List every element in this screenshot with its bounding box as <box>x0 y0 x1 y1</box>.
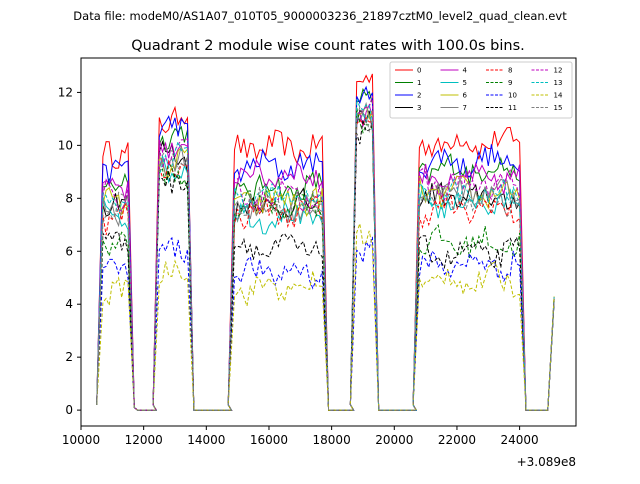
series-line-12 <box>96 95 555 411</box>
legend-label-7: 7 <box>463 104 467 112</box>
x-axis-ticks: 10000 12000 14000 16000 18000 20000 22000 24000 <box>62 426 539 447</box>
x-tick-label: 22000 <box>438 433 476 447</box>
series-line-2 <box>96 85 555 411</box>
chart-title: Quadrant 2 module wise count rates with … <box>131 38 525 54</box>
x-tick-label: 18000 <box>313 433 351 447</box>
legend-label-0: 0 <box>417 67 421 75</box>
legend-label-14: 14 <box>554 92 563 100</box>
legend-label-3: 3 <box>417 104 421 112</box>
legend-label-1: 1 <box>417 79 421 87</box>
y-tick-label: 4 <box>65 297 73 311</box>
series-line-13 <box>96 98 555 411</box>
series-line-11 <box>96 119 555 411</box>
y-tick-label: 12 <box>58 85 73 99</box>
legend-label-8: 8 <box>508 67 512 75</box>
legend-label-13: 13 <box>554 79 563 87</box>
plot-area <box>80 57 577 427</box>
series-line-4 <box>96 103 555 411</box>
plot-frame <box>80 57 577 427</box>
y-tick-label: 0 <box>65 403 73 417</box>
y-tick-label: 10 <box>58 138 73 152</box>
legend-box <box>389 61 573 119</box>
legend-label-10: 10 <box>508 92 517 100</box>
x-axis-offset-label: +3.089e8 <box>517 455 576 469</box>
series-line-10 <box>96 236 555 411</box>
series-layer <box>96 73 555 411</box>
x-tick-label: 20000 <box>375 433 413 447</box>
y-tick-label: 2 <box>65 350 73 364</box>
x-tick-label: 14000 <box>187 433 225 447</box>
chart-suptitle: Data file: modeM0/AS1A07_010T05_90000032… <box>73 9 567 23</box>
legend-label-12: 12 <box>554 67 563 75</box>
legend-label-15: 15 <box>554 104 563 112</box>
legend-label-6: 6 <box>463 92 468 100</box>
x-tick-label: 10000 <box>62 433 100 447</box>
legend-label-11: 11 <box>508 104 517 112</box>
x-tick-label: 16000 <box>250 433 288 447</box>
y-tick-label: 8 <box>65 191 73 205</box>
series-line-15 <box>96 105 555 411</box>
legend-label-4: 4 <box>463 67 468 75</box>
legend-label-2: 2 <box>417 92 421 100</box>
legend-label-5: 5 <box>463 79 467 87</box>
x-tick-label: 12000 <box>125 433 163 447</box>
x-tick-label: 24000 <box>501 433 539 447</box>
series-line-0 <box>96 73 555 411</box>
series-line-14 <box>96 223 555 411</box>
y-axis-ticks: 0 2 4 6 8 10 12 <box>58 85 81 417</box>
series-line-5 <box>96 111 555 411</box>
y-tick-label: 6 <box>65 244 73 258</box>
legend-label-9: 9 <box>508 79 512 87</box>
